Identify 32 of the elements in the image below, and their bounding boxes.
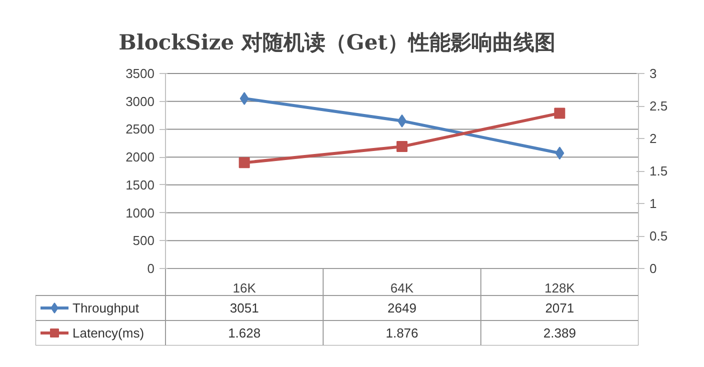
x-tick-label: 128K xyxy=(544,280,576,296)
y2-tick-label: 0.5 xyxy=(650,228,668,244)
y2-tick-label: 1 xyxy=(650,196,657,211)
x-tick-label: 64K xyxy=(390,280,414,296)
y2-tick-label: 1.5 xyxy=(650,164,668,178)
legend-label: Throughput xyxy=(72,300,140,316)
data-label: 2071 xyxy=(545,300,574,316)
y2-tick-label: 0 xyxy=(650,261,657,276)
y2-tick-label: 2 xyxy=(650,131,657,146)
y-tick-label: 2500 xyxy=(126,122,154,137)
point xyxy=(238,157,250,168)
y-tick-label: 3000 xyxy=(126,94,154,109)
legend-label: Latency(ms) xyxy=(72,326,144,340)
y-tick-label: 3500 xyxy=(126,66,154,81)
y2-tick-label: 3 xyxy=(650,66,657,81)
data-label: 2.389 xyxy=(543,326,576,340)
point xyxy=(396,141,408,152)
y-tick-label: 1500 xyxy=(126,177,154,192)
data-label: 1.628 xyxy=(228,326,261,340)
point xyxy=(240,92,249,106)
point xyxy=(555,146,564,160)
y-tick-label: 0 xyxy=(147,261,155,276)
y-tick-label: 1000 xyxy=(126,205,154,220)
y2-tick-label: 2.5 xyxy=(650,98,668,114)
point xyxy=(554,108,566,119)
data-label: 1.876 xyxy=(386,326,418,340)
y-tick-label: 2000 xyxy=(126,150,154,165)
y-tick-label: 500 xyxy=(132,233,155,248)
x-tick-label: 16K xyxy=(232,280,256,296)
data-label: 2649 xyxy=(388,300,416,316)
data-label: 3051 xyxy=(230,300,259,316)
chart-title: BlockSize 对随机读（Get）性能影响曲线图 xyxy=(118,30,556,54)
